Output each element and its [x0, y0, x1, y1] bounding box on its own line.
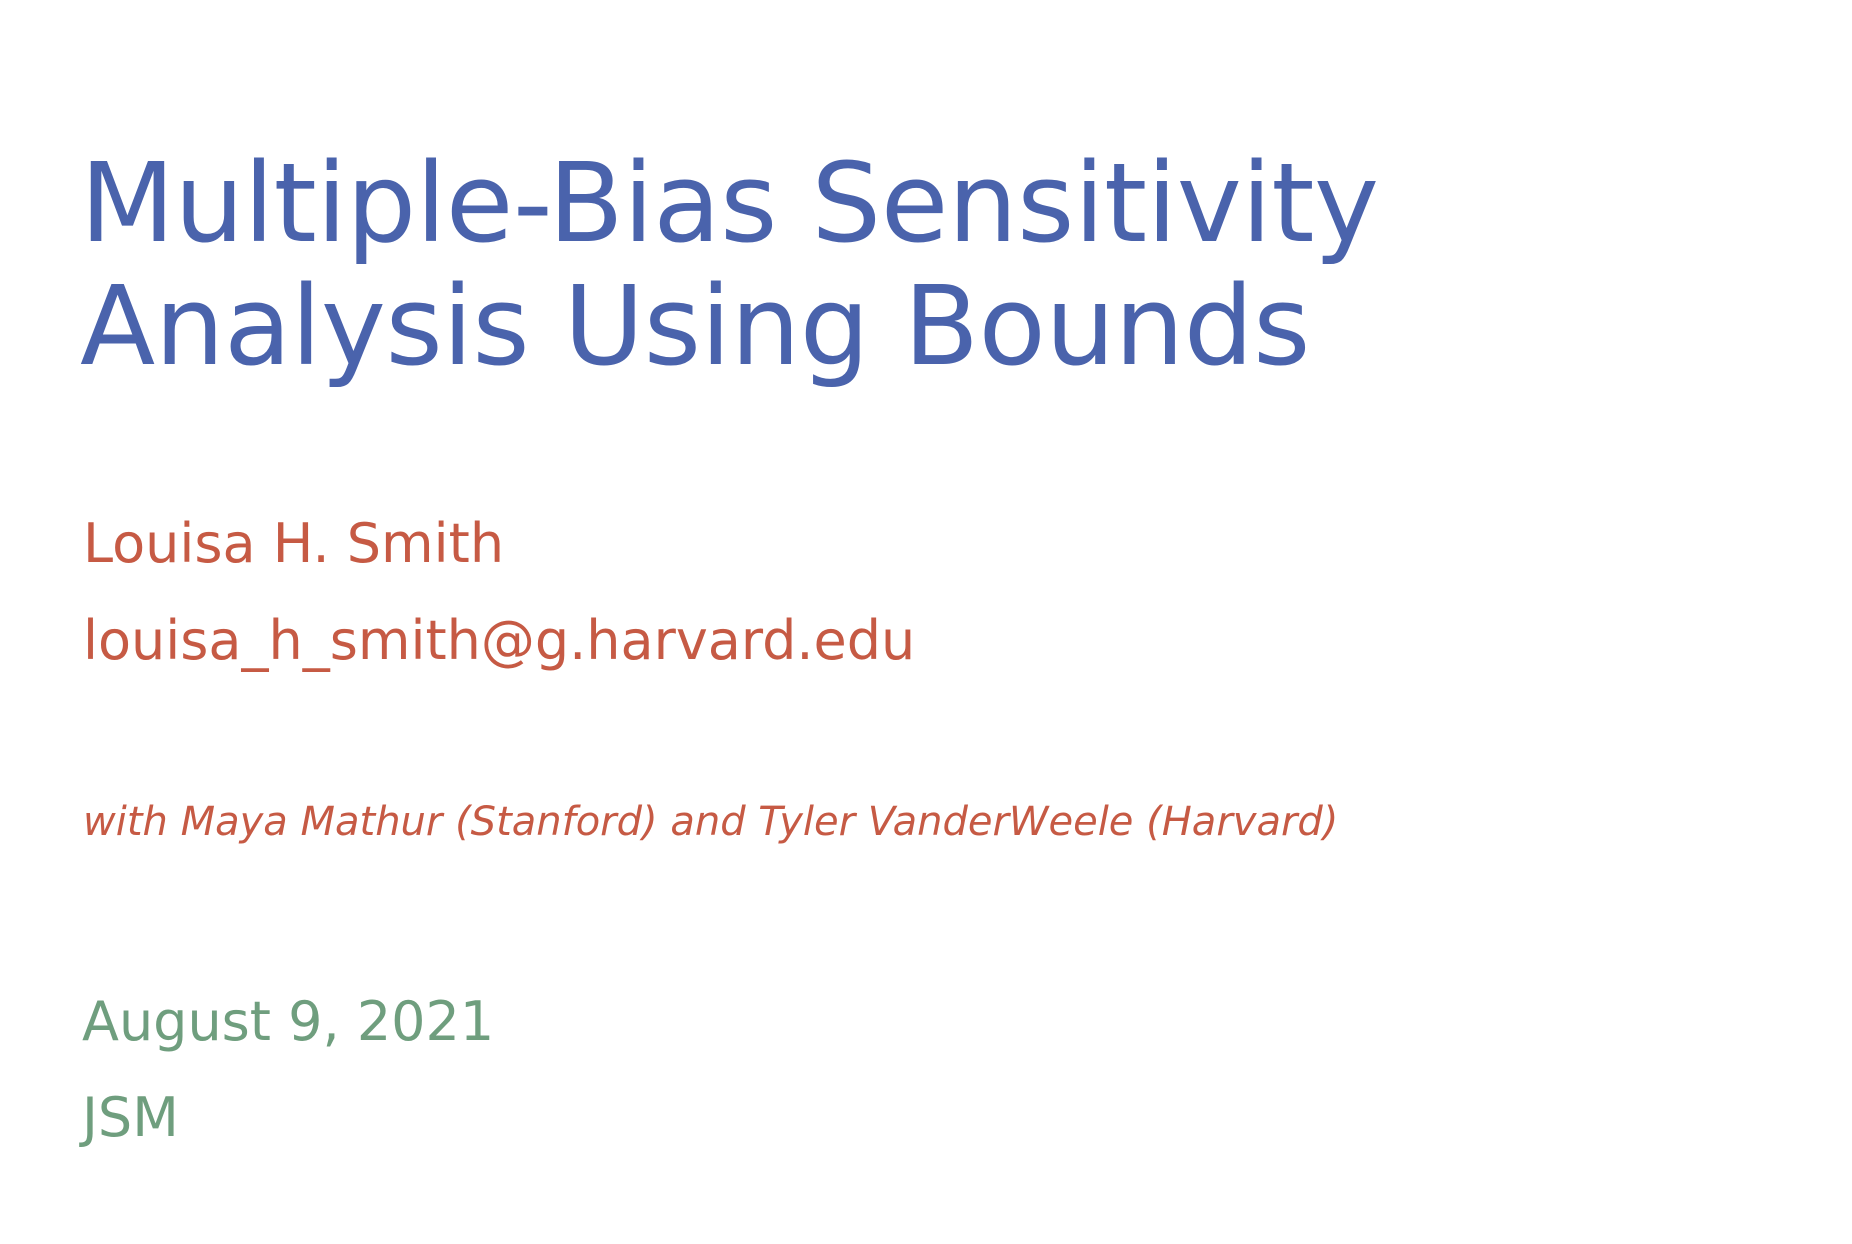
slide-title-line-2: Analysis Using Bounds: [80, 262, 1310, 390]
slide-title-line-1: Multiple-Bias Sensitivity: [80, 139, 1379, 267]
slide-title: Multiple-Bias Sensitivity Analysis Using…: [80, 142, 1780, 388]
presentation-date: August 9, 2021: [82, 990, 495, 1053]
presentation-venue: JSM: [82, 1086, 179, 1149]
author-name: Louisa H. Smith: [83, 512, 505, 575]
collaborators-line: with Maya Mathur (Stanford) and Tyler Va…: [83, 799, 1339, 845]
author-email: louisa_h_smith@g.harvard.edu: [83, 609, 916, 672]
